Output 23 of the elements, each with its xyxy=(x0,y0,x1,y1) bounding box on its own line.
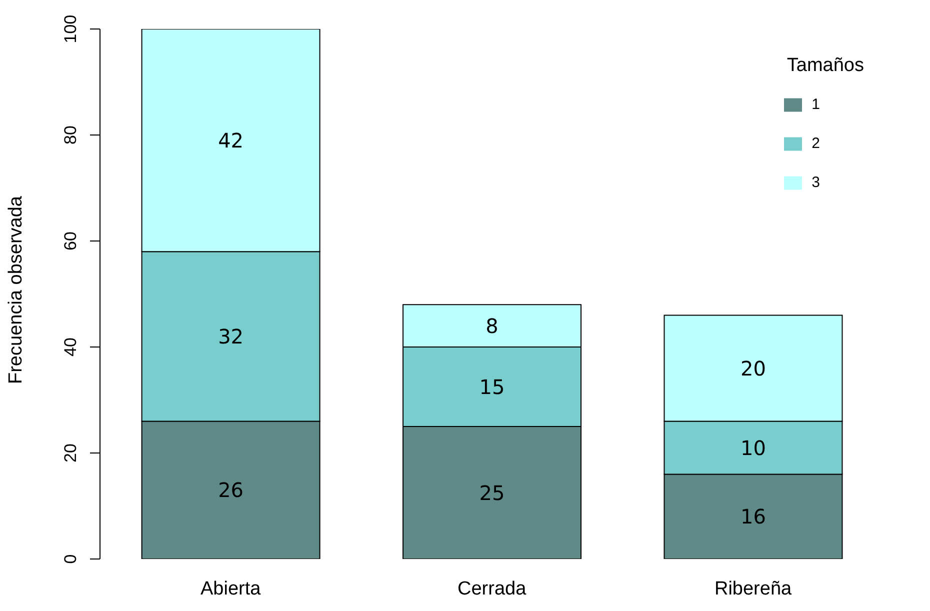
data-label: 42 xyxy=(218,128,244,152)
y-tick-label: 100 xyxy=(61,14,80,44)
data-label: 15 xyxy=(479,374,505,399)
legend-title: Tamaños xyxy=(786,55,864,77)
y-tick-label: 80 xyxy=(61,126,80,144)
y-tick-label: 0 xyxy=(61,554,80,564)
data-label: 10 xyxy=(740,436,766,460)
data-label: 25 xyxy=(479,480,505,505)
x-tick-label: Cerrada xyxy=(458,578,527,600)
legend-label: 3 xyxy=(812,174,820,191)
data-label: 20 xyxy=(740,356,766,380)
y-tick-label: 60 xyxy=(61,232,80,250)
data-label: 16 xyxy=(740,504,766,529)
y-tick-label: 20 xyxy=(61,444,80,462)
data-label: 8 xyxy=(486,314,498,338)
x-tick-label: Ribereña xyxy=(714,578,792,600)
y-tick-label: 40 xyxy=(61,338,80,356)
data-label: 26 xyxy=(218,478,244,502)
legend-label: 2 xyxy=(812,135,820,152)
data-label: 32 xyxy=(218,324,244,348)
x-tick-label: Abierta xyxy=(200,578,262,600)
y-axis-title: Frecuencia observada xyxy=(6,196,27,384)
legend-label: 1 xyxy=(812,96,820,113)
